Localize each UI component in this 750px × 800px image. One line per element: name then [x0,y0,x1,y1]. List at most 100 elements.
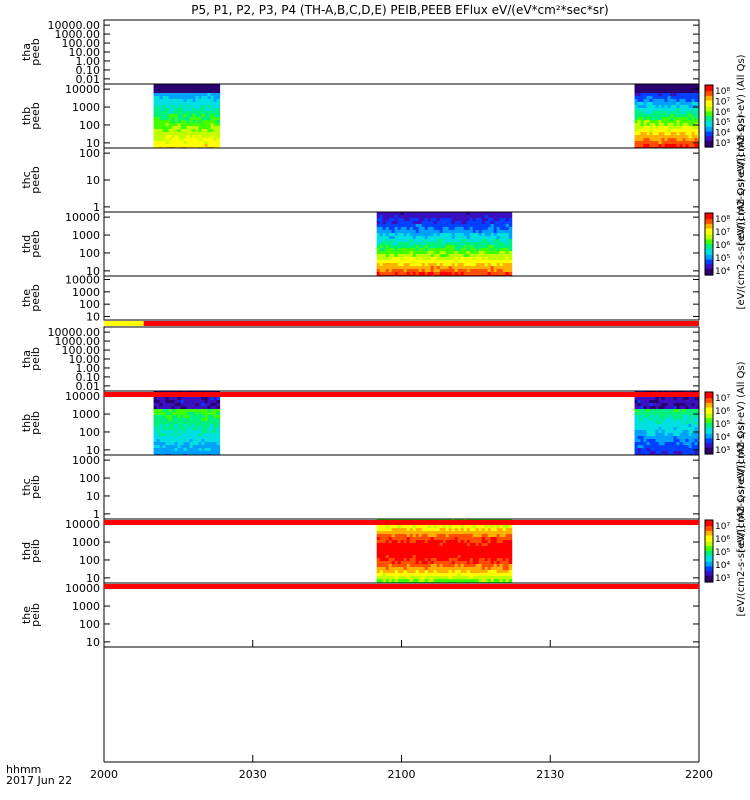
colorbar-step [705,438,713,441]
y-tick-label: 10 [86,310,100,323]
colorbar-step [705,401,713,404]
colorbar-tick-label: 10⁷ [715,522,730,532]
y-axis-label: thb [20,414,33,432]
colorbar-step [705,88,713,91]
x-tick-label: 2130 [536,768,564,781]
colorbar-tick-label: 10⁵ [715,548,730,558]
colorbar-step [705,122,713,125]
colorbar-tick-label: 10³ [715,139,730,149]
colorbar-tick-label: 10⁸ [715,87,730,97]
x-tick-label: 2200 [685,768,713,781]
colorbar-step [705,112,713,116]
y-axis-label: thc [20,478,33,495]
colorbar-step [705,535,713,538]
colorbar-step [705,265,713,268]
colorbar-step [705,102,713,105]
colorbar-step [705,257,713,261]
y-tick-label: 0.01 [76,73,101,86]
colorbar-step [705,106,713,109]
colorbar-step [705,231,713,234]
colorbar-step [705,409,713,412]
flag-segment [104,321,144,326]
x-tick-label: 2030 [239,768,267,781]
colorbar-label: eV/(cm2-s-sr-eV) (All Qs) [736,54,747,177]
flag-segment [104,584,699,589]
spectrogram-interval [376,519,513,583]
colorbar-step [705,126,713,129]
panel-frame [103,147,700,213]
flag-segment [104,520,699,525]
colorbar-step [705,236,713,239]
colorbar-step [705,416,713,419]
colorbar-step [705,578,713,582]
colorbar-frame [704,212,714,276]
y-axis-label: peib [29,475,42,499]
y-tick-label: 10 [86,265,100,278]
colorbar-step [705,222,713,225]
y-tick-label: 1000.00 [55,28,101,41]
colorbar-label: [eV/(cm2-s-sr-eV)] (All Qs) [736,178,747,309]
colorbar: 10⁸ 10⁷ 10⁶ 10⁵ 10⁴ [eV/(cm2-s-sr-eV)] (All Q… [704,178,747,309]
colorbar-tick-label: 10⁴ [715,267,730,277]
colorbar-step [705,538,713,541]
colorbar-frame [704,84,714,148]
colorbar-step [705,117,713,120]
colorbar-step [705,97,713,100]
y-tick-label: 10 [86,490,100,503]
colorbar-step [705,554,713,557]
y-tick-label: 10000.00 [48,19,101,32]
colorbar-step [705,441,713,444]
colorbar-step [705,523,713,526]
colorbar-step [705,449,713,452]
colorbar-tick-label: 10⁵ [715,420,730,430]
colorbar-tick-label: 10⁴ [715,433,730,443]
colorbar-step [705,116,713,119]
colorbar-step [705,426,713,429]
colorbar-step [705,560,713,563]
colorbar-step [705,424,713,427]
y-axis-label: tha [20,350,33,368]
y-tick-label: 1.00 [76,55,101,68]
y-tick-label: 10000 [65,390,100,403]
colorbar-step [705,264,713,267]
colorbar-step [705,86,713,89]
colorbar-step [705,526,713,529]
colorbar-step [705,108,713,111]
colorbar-step [705,547,713,551]
colorbar-step [705,242,713,245]
y-tick-label: 1000 [72,600,100,613]
colorbar-tick-label: 10⁵ [715,254,730,264]
colorbar-step [705,524,713,527]
colorbar-step [705,430,713,433]
colorbar-step [705,233,713,236]
colorbar-step [705,412,713,415]
colorbar-step [705,568,713,571]
colorbar-step [705,521,713,524]
colorbar-step [705,137,713,140]
y-tick-label: 10000 [65,274,100,287]
panel-frame [103,326,700,392]
y-tick-label: 1000 [72,101,100,114]
colorbar-tick-label: 10³ [715,574,730,584]
colorbar-step [705,239,713,242]
y-tick-label: 10000 [65,518,100,531]
colorbar-step [705,421,713,424]
colorbar-step [705,94,713,97]
colorbar-tick-label: 10⁷ [715,394,730,404]
colorbar-tick-label: 10⁶ [715,535,730,545]
colorbar-step [705,399,713,402]
y-tick-label: 1000.00 [55,335,101,348]
colorbar-step [705,134,713,137]
colorbar: 10⁷ 10⁶ 10⁵ 10⁴ 10³ [eV/(cm2-s-sr-eV)] (All Q… [704,485,747,616]
colorbar-step [705,395,713,398]
colorbar-step [705,415,713,418]
colorbar-step [705,407,713,410]
colorbar-step [705,549,713,552]
colorbar-step [705,268,713,271]
colorbar-step [705,398,713,401]
colorbar-step [705,114,713,117]
